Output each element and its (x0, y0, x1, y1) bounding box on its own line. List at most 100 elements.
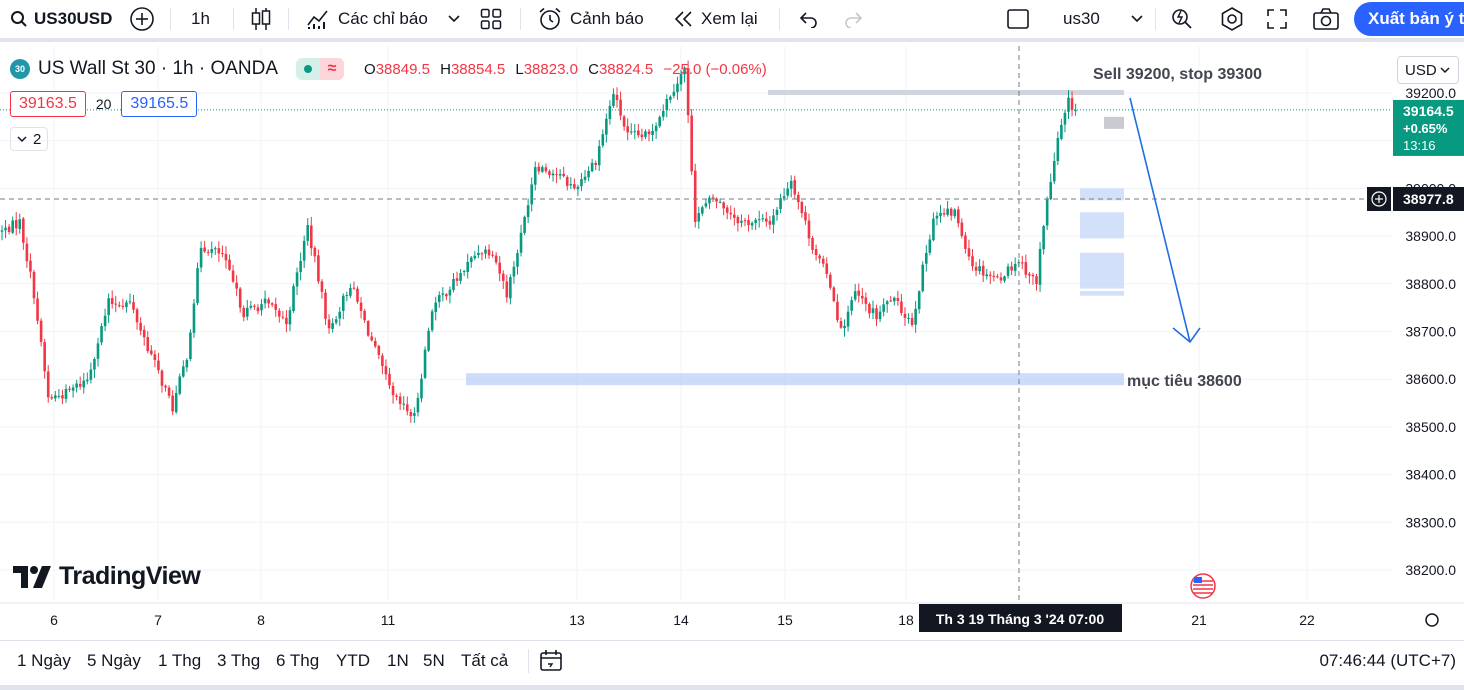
candle-body (395, 395, 398, 397)
undo-button[interactable] (797, 0, 819, 38)
layout-name-dropdown[interactable]: us30 (1063, 0, 1143, 38)
time-tick-label: 8 (257, 612, 265, 628)
toolbar-divider (233, 8, 234, 30)
candle-body (341, 295, 345, 311)
candle-body (107, 298, 110, 316)
candle-body (928, 239, 932, 253)
candle-body (853, 291, 857, 300)
layout-button[interactable] (1006, 0, 1030, 38)
price-tick-label: 38700.0 (1405, 324, 1456, 340)
candle-body (651, 130, 654, 135)
go-to-date-button[interactable] (538, 648, 564, 679)
candle-body (142, 329, 146, 338)
candle-body (487, 249, 491, 256)
market-status-pill[interactable]: ≈ (296, 58, 345, 80)
alert-button[interactable]: Cảnh báo (537, 0, 644, 38)
snapshot-button[interactable] (1312, 0, 1340, 38)
candle-body (654, 125, 658, 132)
symbol-badge[interactable]: 30 (10, 59, 30, 79)
time-axis[interactable]: 6 7 8 11 13 14 15 18 21 22 Th 3 19 Tháng 3 '24 07:… (0, 602, 1464, 632)
candle-body (441, 293, 445, 295)
candle-body (338, 311, 342, 319)
candle-body (132, 302, 135, 310)
chart-type-button[interactable] (249, 0, 273, 38)
candle-body (1070, 98, 1074, 110)
range-button[interactable]: Tất cả (461, 651, 509, 670)
chevron-down-icon (1440, 67, 1450, 74)
timezone-clock[interactable]: 07:46:44 (UTC+7) (1319, 651, 1456, 670)
collapsed-count: 2 (33, 130, 42, 148)
indicators-collapse-button[interactable]: 2 (10, 127, 49, 151)
range-button[interactable]: 5 Ngày (87, 651, 141, 670)
candle-body (245, 307, 249, 317)
order-block-zone (1080, 212, 1124, 239)
range-button[interactable]: 5N (423, 651, 445, 670)
ask-price: 39165.5 (130, 95, 189, 112)
candle-body (494, 255, 498, 263)
candle-body (86, 379, 89, 382)
candle-body (1006, 266, 1010, 276)
candle-body (718, 201, 722, 203)
crosshair-price-text: 38977.8 (1403, 191, 1454, 207)
interval-button[interactable]: 1h (191, 0, 210, 38)
candle-body (349, 288, 352, 296)
candle-body (804, 212, 807, 221)
range-button[interactable]: YTD (336, 651, 370, 670)
chart-pane[interactable]: Sell 39200, stop 39300 mục tiêu 38600 392… (0, 46, 1464, 640)
candle-body (22, 218, 25, 243)
candle-body (416, 397, 420, 413)
candle-body (697, 213, 701, 222)
candle-body (782, 196, 786, 199)
range-button[interactable]: 3 Thg (217, 651, 261, 670)
range-button[interactable]: 1 Ngày (17, 651, 71, 670)
candle-body (274, 304, 278, 310)
price-axis[interactable]: 39200.039100.039000.038900.038800.038700… (1367, 85, 1464, 578)
replay-button[interactable]: Xem lại (673, 0, 758, 38)
candle-body (196, 268, 199, 304)
candle-body (352, 287, 356, 289)
candle-body (302, 240, 306, 261)
compare-symbol-button[interactable] (129, 0, 155, 38)
candle-body (313, 247, 317, 257)
candle-body (57, 395, 61, 397)
candle-body (1052, 160, 1056, 182)
settings-button[interactable] (1219, 0, 1245, 38)
price-tick-label: 38300.0 (1405, 514, 1456, 530)
publish-idea-button[interactable]: Xuất bản ý t (1354, 2, 1464, 36)
candle-body (807, 220, 811, 239)
candle-body (932, 218, 935, 241)
candle-body (1038, 249, 1042, 285)
buy-price-button[interactable]: 39165.5 (121, 91, 198, 117)
delayed-data-icon: ≈ (320, 58, 345, 80)
candle-body (484, 249, 487, 254)
candle-body (644, 131, 647, 137)
candle-body (466, 261, 470, 272)
time-tick-label: 6 (50, 612, 58, 628)
change-value: −25.0 (−0.06%) (663, 60, 767, 78)
quick-search-button[interactable] (1170, 0, 1194, 38)
currency-select[interactable]: USD (1397, 56, 1459, 84)
candle-body (1003, 276, 1006, 281)
symbol-search-button[interactable]: US30USD (10, 0, 112, 38)
price-tick-label: 38900.0 (1405, 228, 1456, 244)
candle-body (1020, 262, 1024, 264)
candle-body (715, 198, 718, 202)
fullscreen-button[interactable] (1266, 0, 1288, 38)
price-tick-label: 38800.0 (1405, 276, 1456, 292)
symbol-title[interactable]: US Wall St 30 · 1h · OANDA (38, 58, 279, 79)
sell-price-button[interactable]: 39163.5 (10, 91, 86, 117)
candle-body (469, 257, 473, 263)
candle-body (551, 173, 555, 176)
range-button[interactable]: 1 Thg (158, 651, 202, 670)
range-button[interactable]: 1N (387, 651, 409, 670)
indicators-button[interactable]: Các chỉ báo (306, 0, 460, 38)
candle-body (765, 218, 768, 222)
candle-body (619, 99, 622, 116)
redo-button[interactable] (843, 0, 865, 38)
templates-button[interactable] (480, 0, 502, 38)
candle-body (54, 395, 57, 399)
candle-body (818, 255, 821, 259)
range-button[interactable]: 6 Thg (276, 651, 320, 670)
candle-body (693, 170, 697, 222)
candle-body (637, 130, 640, 136)
